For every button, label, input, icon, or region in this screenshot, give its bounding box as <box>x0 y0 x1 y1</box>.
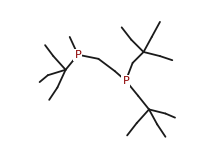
Text: P: P <box>75 50 81 60</box>
Text: P: P <box>122 76 129 86</box>
